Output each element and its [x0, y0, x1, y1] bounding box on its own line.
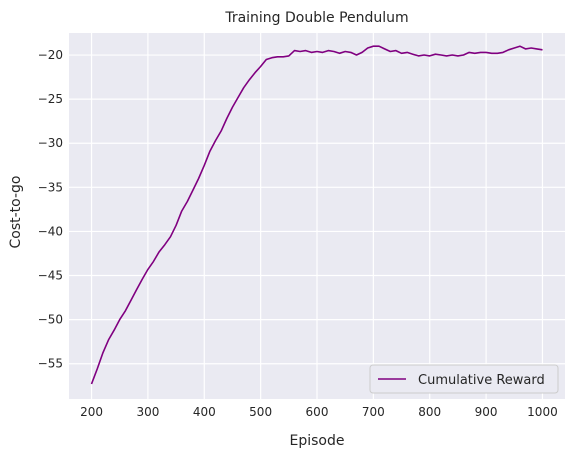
series-line-cumulative-reward	[90, 45, 543, 385]
y-tick-label: −25	[38, 92, 63, 106]
x-tick-label: 900	[475, 405, 498, 419]
legend-box	[369, 364, 559, 394]
y-tick-label: −55	[38, 357, 63, 371]
x-axis-ticks: 200 300 400 500 600 700 800 900 1000	[80, 405, 558, 419]
y-tick-label: −40	[38, 224, 63, 238]
y-tick-label: −35	[38, 180, 63, 194]
y-tick-label: −30	[38, 136, 63, 150]
y-tick-label: −50	[38, 313, 63, 327]
y-tick-label: −20	[38, 48, 63, 62]
x-tick-label: 700	[362, 405, 385, 419]
y-axis-label: Cost-to-go	[8, 176, 24, 249]
x-tick-label: 1000	[527, 405, 558, 419]
x-tick-label: 400	[193, 405, 216, 419]
x-tick-label: 600	[306, 405, 329, 419]
grid	[69, 33, 565, 399]
series-group	[90, 45, 543, 385]
x-tick-label: 300	[136, 405, 159, 419]
x-axis-label: Episode	[290, 433, 345, 449]
x-tick-label: 500	[249, 405, 272, 419]
x-tick-label: 200	[80, 405, 103, 419]
x-tick-label: 800	[418, 405, 441, 419]
y-tick-label: −45	[38, 269, 63, 283]
chart-title: Training Double Pendulum	[224, 10, 408, 26]
legend: Cumulative Reward	[369, 364, 559, 394]
y-axis-ticks: −55 −50 −45 −40 −35 −30 −25 −20	[38, 48, 63, 371]
legend-entry-cumulative-reward: Cumulative Reward	[418, 373, 545, 388]
